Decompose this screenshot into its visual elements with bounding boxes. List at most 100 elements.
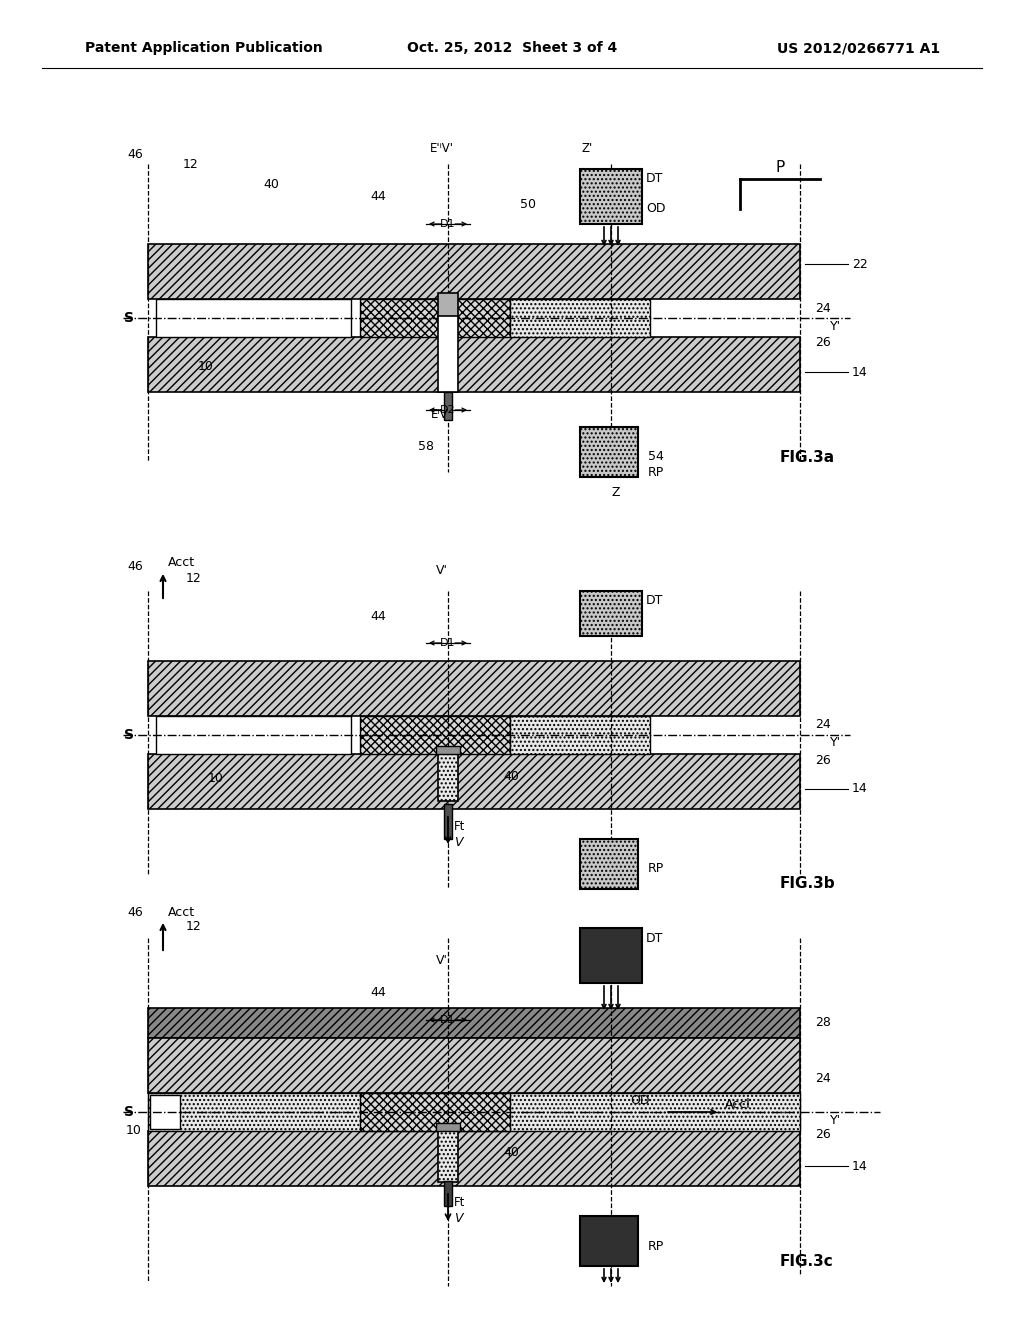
Text: D1: D1 (440, 638, 456, 648)
Text: 44: 44 (370, 610, 386, 623)
Text: 14: 14 (852, 366, 867, 379)
Bar (436, 746, 460, 754)
Text: V: V (454, 1213, 463, 1225)
Text: V': V' (436, 565, 449, 578)
Text: 40: 40 (263, 177, 279, 190)
Text: D1: D1 (440, 219, 456, 228)
Bar (580, 169, 642, 224)
Text: RP: RP (648, 1239, 665, 1253)
Text: 14: 14 (852, 1159, 867, 1172)
Text: D2: D2 (440, 405, 456, 414)
Text: Ft: Ft (454, 820, 465, 833)
Text: 24: 24 (815, 301, 830, 314)
Bar (510, 300, 650, 337)
Bar (148, 1008, 800, 1038)
Bar (148, 300, 800, 337)
Text: FIG.3a: FIG.3a (780, 450, 836, 465)
Text: 12: 12 (186, 920, 202, 932)
Text: 50: 50 (520, 198, 536, 210)
Bar (444, 1181, 452, 1206)
Text: 58: 58 (418, 441, 434, 454)
Text: 44: 44 (370, 190, 386, 202)
Text: US 2012/0266771 A1: US 2012/0266771 A1 (777, 41, 940, 55)
Bar (580, 1216, 638, 1266)
Text: S: S (124, 312, 134, 325)
Text: RP: RP (648, 862, 665, 875)
Text: OD: OD (630, 1093, 649, 1106)
Text: 12: 12 (183, 157, 199, 170)
Text: DT: DT (646, 932, 664, 945)
Text: FIG.3b: FIG.3b (780, 876, 836, 891)
Text: S: S (124, 1105, 134, 1119)
Text: 26: 26 (815, 1127, 830, 1140)
Text: 40: 40 (503, 1147, 519, 1159)
Text: DT: DT (646, 173, 664, 186)
Text: 28: 28 (815, 1016, 830, 1030)
Bar (510, 715, 650, 754)
Text: Z': Z' (582, 143, 593, 156)
Text: 26: 26 (815, 754, 830, 767)
Bar (148, 1038, 800, 1093)
Bar (444, 804, 452, 840)
Text: Y': Y' (830, 1114, 841, 1126)
Bar (148, 1131, 800, 1185)
Text: Accl: Accl (725, 1097, 751, 1110)
Text: Ft: Ft (454, 1196, 465, 1209)
Bar (436, 1123, 460, 1131)
Bar (360, 1093, 510, 1131)
Bar (438, 754, 458, 801)
Bar (148, 244, 800, 300)
Bar (438, 1131, 458, 1181)
Bar (444, 392, 452, 420)
Text: Acct: Acct (168, 557, 196, 569)
Bar (580, 591, 642, 636)
Bar (148, 1093, 800, 1131)
Bar (580, 928, 642, 983)
Text: 40: 40 (503, 770, 519, 783)
Text: 44: 44 (370, 986, 386, 999)
Bar (580, 426, 638, 477)
Text: 46: 46 (127, 148, 143, 161)
Text: OD: OD (646, 202, 666, 215)
Bar (148, 715, 800, 754)
Text: Patent Application Publication: Patent Application Publication (85, 41, 323, 55)
Text: FIG.3c: FIG.3c (780, 1254, 834, 1269)
Text: S: S (124, 729, 134, 742)
Text: E'ⁱV': E'ⁱV' (430, 143, 454, 156)
Bar (148, 337, 800, 392)
Text: V': V' (436, 953, 449, 966)
Text: 10: 10 (198, 360, 214, 374)
Bar (360, 715, 510, 754)
Text: 14: 14 (852, 783, 867, 796)
Text: D1: D1 (440, 1015, 456, 1026)
Bar (156, 300, 351, 337)
Text: Z: Z (611, 487, 620, 499)
Text: V: V (454, 836, 463, 849)
Bar (438, 315, 458, 392)
Text: 12: 12 (186, 573, 202, 586)
Text: 10: 10 (126, 1123, 142, 1137)
Text: 22: 22 (852, 257, 867, 271)
Text: 46: 46 (127, 907, 143, 920)
Text: 26: 26 (815, 337, 830, 350)
Text: 24: 24 (815, 718, 830, 731)
Text: 54: 54 (648, 450, 664, 463)
Text: 10: 10 (208, 772, 224, 785)
Text: DT: DT (646, 594, 664, 607)
Bar (156, 715, 351, 754)
Text: 24: 24 (815, 1072, 830, 1085)
Text: Oct. 25, 2012  Sheet 3 of 4: Oct. 25, 2012 Sheet 3 of 4 (407, 41, 617, 55)
Bar (148, 661, 800, 715)
Text: Acct: Acct (168, 906, 196, 919)
Text: Y': Y' (830, 737, 841, 750)
Bar (360, 300, 510, 337)
Text: P: P (775, 160, 784, 174)
Bar (580, 840, 638, 888)
Bar (148, 754, 800, 809)
Text: RP: RP (648, 466, 665, 479)
Text: EⁱV: EⁱV (431, 408, 449, 421)
Bar (438, 293, 458, 322)
Bar (150, 1096, 180, 1129)
Text: 46: 46 (127, 560, 143, 573)
Text: Y': Y' (830, 319, 841, 333)
